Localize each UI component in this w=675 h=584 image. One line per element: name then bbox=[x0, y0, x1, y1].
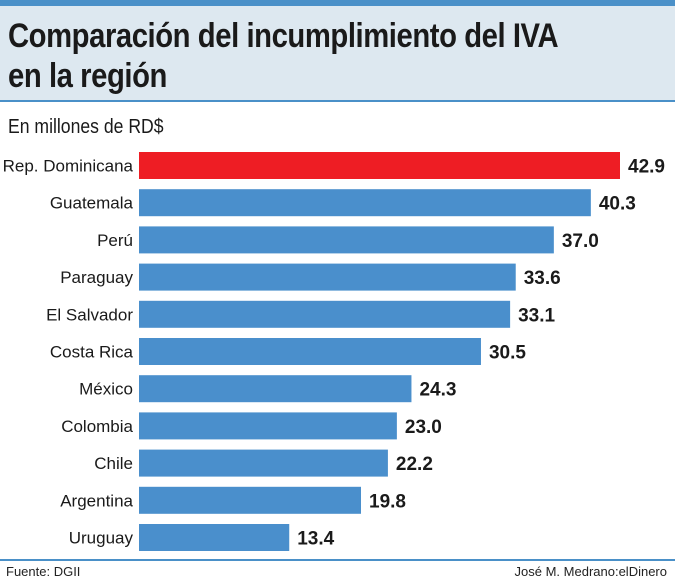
value-label: 40.3 bbox=[599, 194, 636, 215]
chart-title: Comparación del incumplimiento del IVA e… bbox=[8, 17, 558, 95]
category-label: El Salvador bbox=[46, 305, 133, 324]
bar-chart: Rep. Dominicana 42.9 Guatemala 40.3 Perú 37.0… bbox=[3, 152, 665, 551]
category-label: Colombia bbox=[61, 417, 133, 436]
category-label: Paraguay bbox=[60, 268, 133, 287]
bar bbox=[139, 263, 516, 291]
bar bbox=[139, 449, 388, 477]
category-label: Uruguay bbox=[69, 529, 134, 548]
category-label: Guatemala bbox=[50, 194, 134, 213]
bar bbox=[139, 524, 290, 551]
source-note: Fuente: DGII bbox=[6, 564, 81, 579]
bar bbox=[139, 338, 481, 365]
value-label: 33.1 bbox=[518, 305, 555, 326]
value-label: 42.9 bbox=[628, 157, 665, 178]
top-accent-rule bbox=[0, 0, 675, 6]
value-label: 37.0 bbox=[562, 231, 599, 252]
bar bbox=[139, 152, 620, 179]
bar bbox=[139, 412, 397, 440]
title-divider bbox=[0, 100, 675, 102]
value-label: 33.6 bbox=[524, 268, 561, 289]
bar bbox=[139, 375, 412, 403]
value-label: 22.2 bbox=[396, 454, 433, 475]
category-label: México bbox=[79, 380, 133, 399]
footer-divider bbox=[0, 559, 675, 561]
credit-note: José M. Medrano:elDinero bbox=[514, 564, 667, 579]
category-label: Rep. Dominicana bbox=[3, 157, 134, 176]
value-label: 24.3 bbox=[419, 380, 456, 401]
value-label: 13.4 bbox=[297, 529, 334, 550]
bar bbox=[139, 300, 511, 328]
bar bbox=[139, 226, 554, 254]
title-panel: Comparación del incumplimiento del IVA e… bbox=[0, 6, 675, 100]
bar bbox=[139, 486, 361, 514]
value-label: 30.5 bbox=[489, 343, 526, 364]
category-label: Perú bbox=[97, 231, 133, 250]
bar bbox=[139, 189, 591, 217]
category-label: Chile bbox=[94, 454, 133, 473]
category-label: Costa Rica bbox=[50, 343, 134, 362]
chart-subtitle: En millones de RD$ bbox=[8, 116, 164, 138]
value-label: 19.8 bbox=[369, 491, 406, 512]
category-label: Argentina bbox=[60, 491, 133, 510]
value-label: 23.0 bbox=[405, 417, 442, 438]
